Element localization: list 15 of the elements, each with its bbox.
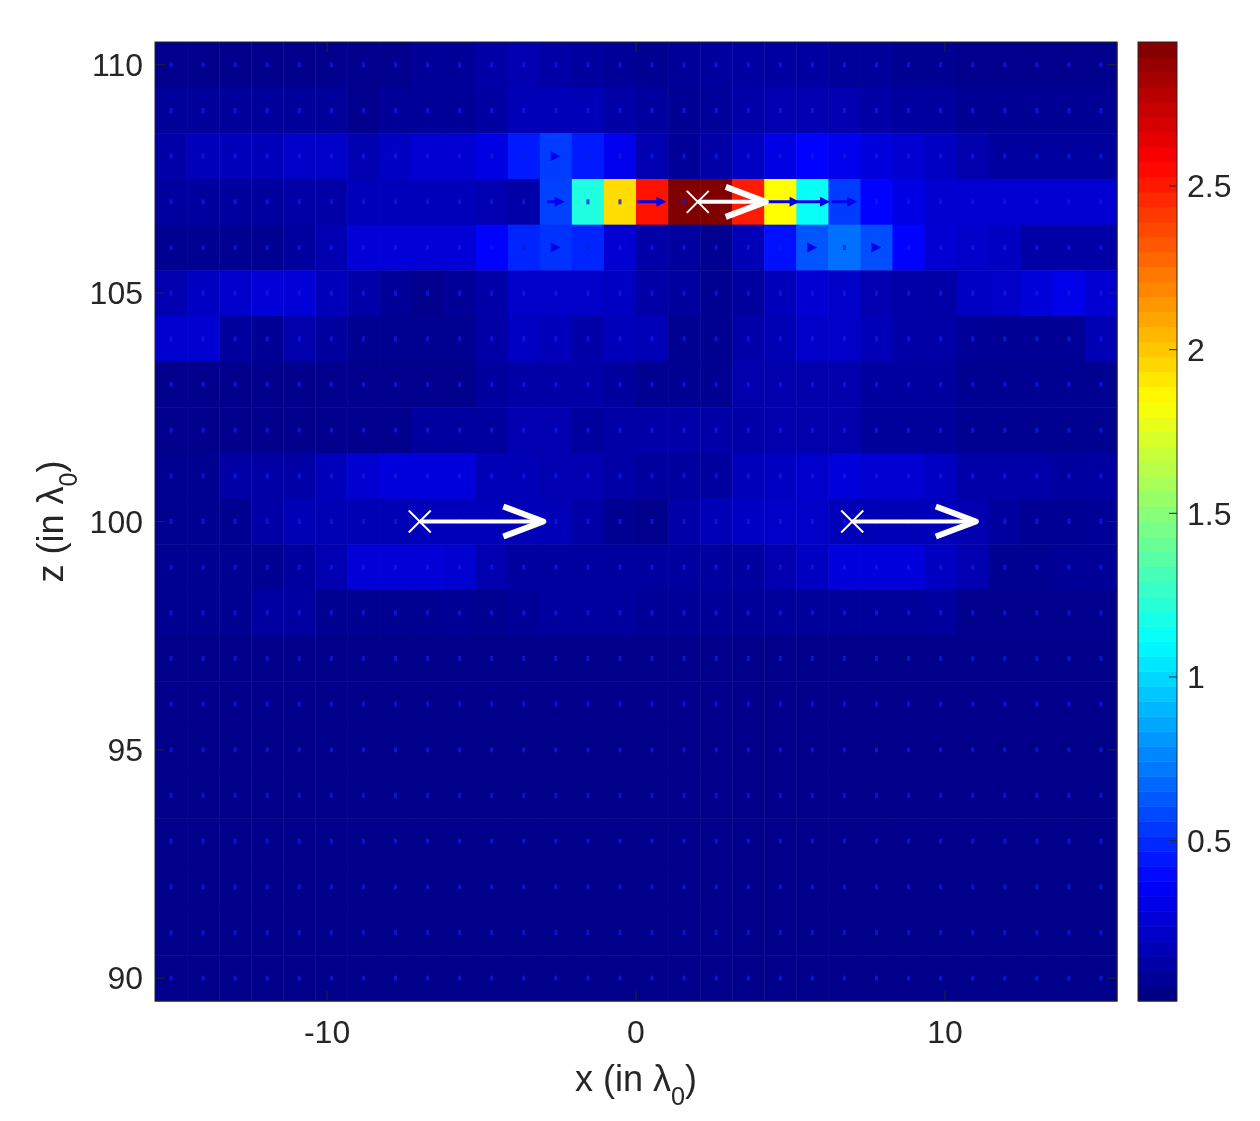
y-tick-label: 95 (107, 732, 143, 769)
x-axis-title: x (in λ$_{0}$) (574, 1058, 698, 1110)
y-tick-label: 90 (107, 960, 143, 997)
y-tick-label: 110 (91, 47, 143, 84)
color-bar-label: 1.5 (1187, 495, 1232, 532)
x-tick-label: 10 (927, 1014, 963, 1050)
y-tick-label: 105 (89, 275, 143, 312)
color-bar-label: 0.5 (1187, 822, 1232, 859)
colorbar: 0.5 1 1.5 2 2.5 (1137, 41, 1232, 1002)
y-tick-label: 100 (89, 503, 143, 540)
color-bar-label: 1 (1187, 659, 1205, 696)
x-tick-label: 0 (627, 1014, 645, 1050)
color-bar-label: 2.5 (1187, 168, 1232, 205)
color-bar-label: 2 (1187, 331, 1205, 368)
x-tick-label: -10 (303, 1014, 351, 1050)
